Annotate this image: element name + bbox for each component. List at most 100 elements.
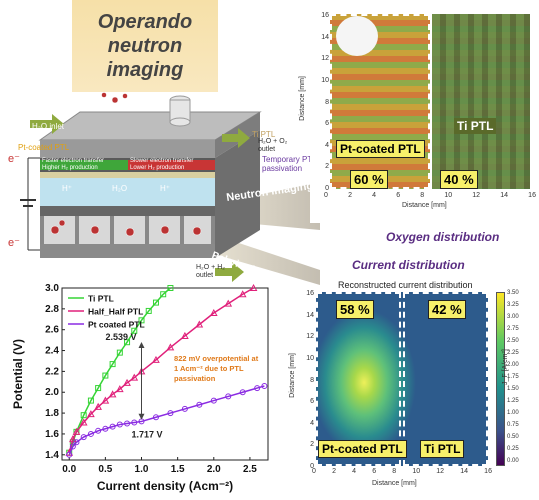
data-point [166,343,175,351]
membrane-layer [40,178,215,206]
colorbar-tick: 2.25 [507,350,519,356]
data-point [152,414,159,421]
colorbar-tick: 3.25 [507,302,519,308]
slower-line2: Lower H₂ production [130,165,185,171]
current-ytick: 10 [306,354,314,362]
header-line2: neutron [107,35,183,57]
colorbar-tick: 0.75 [507,422,519,428]
current-ytick: 0 [310,463,314,470]
oxygen-ytick: 4 [325,141,329,149]
oxygen-xtick: 10 [444,192,453,199]
h2o-inlet-label: H₂O inlet [32,122,65,131]
colorbar-label: J_F [A/cm²] [502,349,509,385]
gas-bubbles [50,92,202,237]
oxygen-divider [430,14,432,189]
oxygen-ytick: 10 [321,76,329,84]
x-tick-label: 0.5 [98,464,112,475]
temp-passivation-label: Temporary PTL passivation [262,155,317,173]
data-point [79,418,88,426]
data-point [138,317,145,324]
current-label-pt: Pt-coated PTL [318,440,407,458]
h2-outlet-line2: outlet [196,272,214,279]
temp-passivation-line2: passivation [262,164,303,173]
arrow-head-top [138,342,145,349]
colorbar-tick: 2.75 [507,326,519,332]
h2o-label: H₂O [112,184,128,193]
data-point [167,285,174,291]
y-tick-label: 1.4 [45,450,59,461]
data-point [116,421,123,428]
oxygen-caption: Oxygen distribution [386,230,500,244]
data-point [238,290,247,298]
top-plate [40,140,215,158]
current-right-box [403,292,488,466]
current-xtick: 14 [460,468,469,475]
y-tick-label: 2.8 [45,304,59,315]
data-point [181,331,189,339]
data-point [181,405,188,412]
legend-label: Ti PTL [88,294,114,304]
current-ytick: 14 [306,311,314,319]
o2-outlet-line1: H₂O + O₂ [258,138,288,145]
oxygen-ytick: 6 [325,120,329,128]
h2-outlet-label: H₂O + H₂ outlet [196,264,225,280]
y-tick-label: 2.0 [45,387,59,398]
data-point [116,349,123,356]
y-tick-label: 2.4 [45,346,59,357]
oxygen-ytick: 14 [321,33,329,41]
data-point [73,439,80,446]
data-point [87,397,94,404]
colorbar-tick: 0.50 [507,434,519,440]
data-point [102,425,109,432]
cathode-layer [40,206,215,216]
data-point [123,378,131,386]
data-point [115,385,124,393]
oxygen-ytick: 16 [321,12,329,19]
data-point [225,393,232,400]
colorbar-tick: 1.50 [507,386,519,392]
legend-label: Half_Half PTL [88,307,143,317]
data-point [80,412,87,419]
faster-line1: Faster electron transfer [42,158,105,164]
header-line3: imaging [106,59,184,81]
x-tick-label: 1.5 [171,464,185,475]
catalyst-layer [40,172,215,178]
y-tick-label: 2.2 [45,366,59,377]
pt-coated-label: Pt-coated PTL [18,143,70,152]
legend-label: Pt coated PTL [88,320,145,330]
header-title: Operando neutron imaging [72,10,218,82]
current-xtick: 16 [484,468,492,475]
data-point [167,410,174,417]
current-yticks: 0 2 4 6 8 10 12 14 16 [303,290,314,470]
polarization-chart: 0.0 0.5 1.0 1.5 2.0 2.5 1.4 1.6 1.8 2.0 2.2 2.4 2.6 2… [11,283,269,493]
annotation-overpotential-line: 1 Acm⁻² due to PTL [174,364,244,373]
slower-zone [128,160,215,170]
x-axis-label: Current density (Acm⁻²) [97,479,233,493]
data-point [101,396,110,404]
current-xtick: 6 [372,468,377,475]
x-tick-label: 1.0 [135,464,149,475]
current-xtick: 12 [436,468,445,475]
data-point [145,307,152,314]
faster-label: Faster electron transfer Higher H₂ produ… [42,158,104,172]
current-ytick: 12 [306,333,314,341]
data-point [160,291,167,298]
data-point [196,401,203,408]
current-ylabel: Distance [mm] [288,353,296,398]
y-axis-label: Potential (V) [11,339,25,409]
current-ytick: 8 [310,376,314,384]
channel-ribs [40,216,215,244]
series-line-0 [68,287,171,453]
oxygen-xtick: 16 [528,192,536,199]
current-xtick: 10 [412,468,421,475]
header-line1: Operando [97,11,193,33]
current-xtick: 0 [312,468,316,475]
data-point [95,427,102,434]
oxygen-label-ti: Ti PTL [454,118,497,134]
data-point [131,327,138,334]
y-tick-label: 1.6 [45,429,59,440]
data-point [124,420,131,427]
current-pct-left: 58 % [336,300,374,319]
slower-label: Slower electron transfer Lower H₂ produc… [130,158,193,172]
oxygen-xtick: 8 [420,192,425,199]
